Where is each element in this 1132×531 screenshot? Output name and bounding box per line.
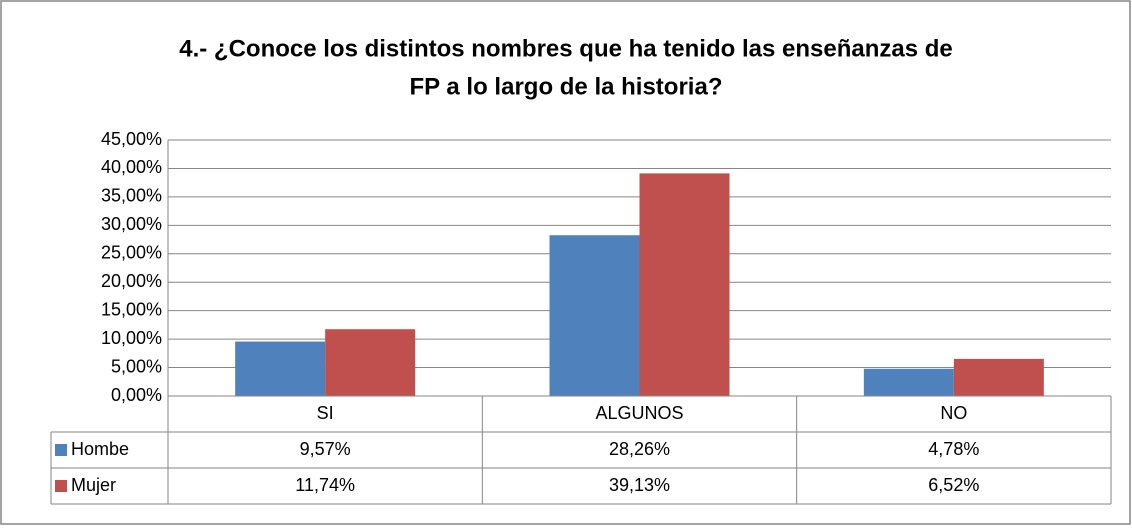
bar <box>863 368 954 396</box>
legend-swatch <box>55 480 67 492</box>
y-tick-label: 0,00% <box>111 385 162 405</box>
legend-swatch <box>55 444 67 456</box>
bar <box>235 341 326 396</box>
bar <box>549 235 640 396</box>
y-tick-label: 25,00% <box>101 243 162 263</box>
data-label: 28,26% <box>609 439 670 459</box>
chart-title: 4.- ¿Conoce los distintos nombres que ha… <box>179 35 952 62</box>
y-tick-label: 45,00% <box>101 129 162 149</box>
y-tick-label: 20,00% <box>101 271 162 291</box>
x-tick-label: ALGUNOS <box>595 403 683 423</box>
y-tick-label: 10,00% <box>101 328 162 348</box>
bar <box>325 329 416 396</box>
bar <box>639 173 730 396</box>
x-tick-label: NO <box>940 403 967 423</box>
y-tick-label: 40,00% <box>101 157 162 177</box>
x-tick-label: SI <box>317 403 334 423</box>
y-tick-label: 5,00% <box>111 356 162 376</box>
legend-label: Mujer <box>71 475 116 495</box>
data-label: 11,74% <box>295 475 355 495</box>
data-label: 6,52% <box>928 475 979 495</box>
bar <box>953 358 1044 396</box>
y-tick-label: 15,00% <box>101 299 162 319</box>
data-label: 4,78% <box>928 439 979 459</box>
chart-title: FP a lo largo de la historia? <box>410 73 723 100</box>
y-tick-label: 30,00% <box>101 214 162 234</box>
legend-label: Hombe <box>71 439 129 459</box>
data-label: 9,57% <box>300 439 351 459</box>
y-tick-label: 35,00% <box>101 186 162 206</box>
data-label: 39,13% <box>609 475 670 495</box>
